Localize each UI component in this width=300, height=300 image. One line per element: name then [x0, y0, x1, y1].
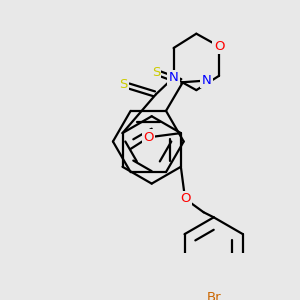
- Text: Br: Br: [206, 291, 221, 300]
- Text: S: S: [152, 66, 160, 79]
- Text: S: S: [119, 78, 127, 91]
- Text: N: N: [202, 74, 211, 87]
- Text: O: O: [144, 131, 154, 144]
- Text: N: N: [169, 71, 178, 84]
- Text: O: O: [180, 192, 190, 205]
- Text: N: N: [169, 71, 178, 84]
- Text: O: O: [214, 40, 224, 53]
